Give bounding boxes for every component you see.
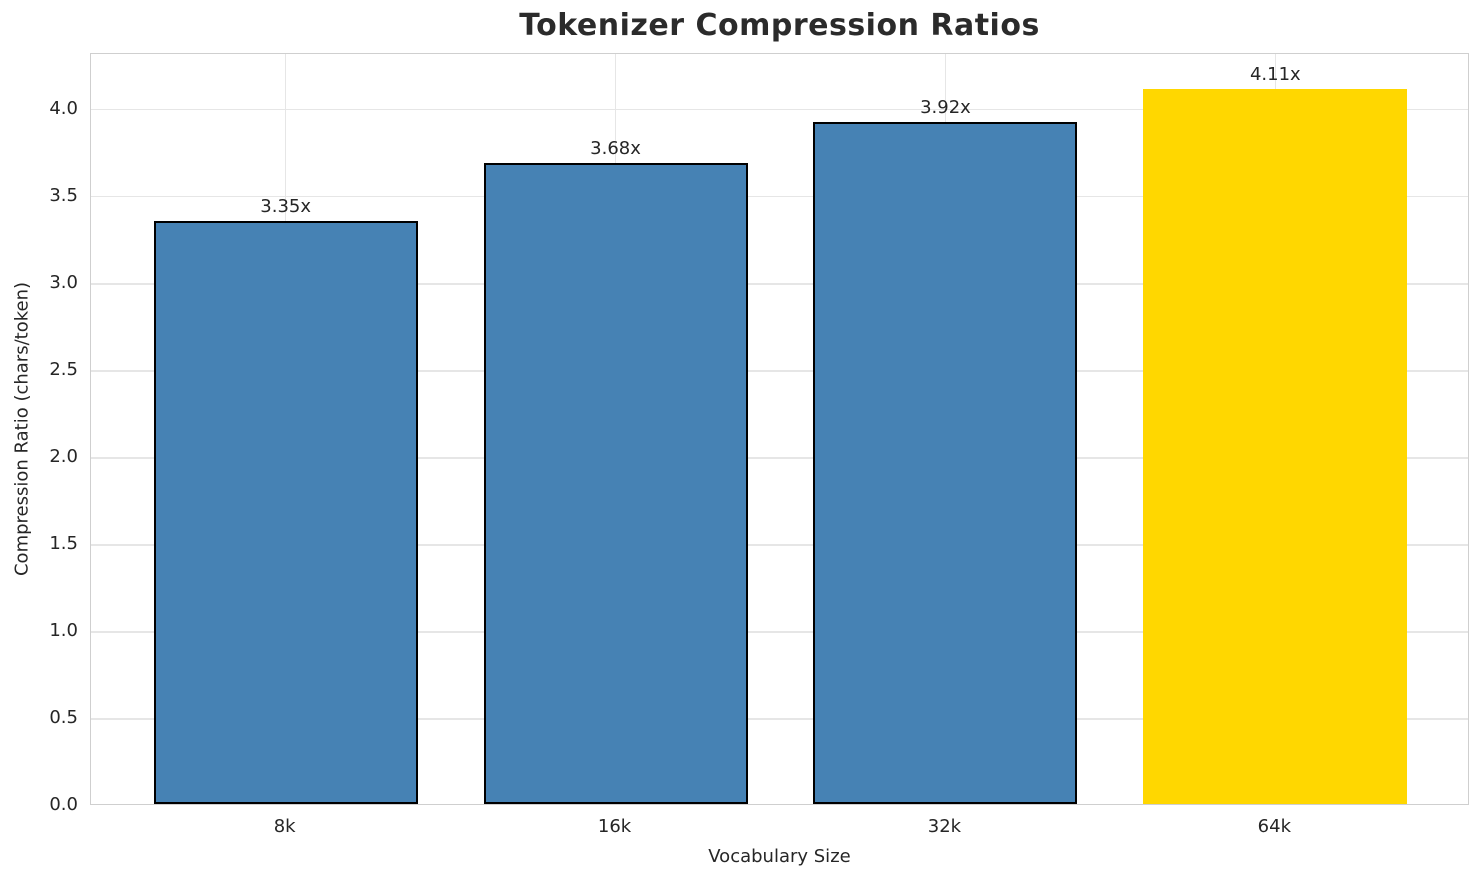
x-tick-label: 64k xyxy=(1257,816,1292,837)
y-tick-label: 2.5 xyxy=(49,358,78,380)
bar-value-label: 3.68x xyxy=(590,138,641,160)
plot-area: 3.35x 3.68x 3.92x 4.11x xyxy=(90,53,1469,805)
bar-value-label: 3.35x xyxy=(260,195,312,217)
y-tick-label: 0.0 xyxy=(49,794,78,815)
bar-32k xyxy=(813,121,1078,804)
h-gridline xyxy=(91,108,1468,111)
bar-8k xyxy=(153,220,418,804)
y-tick-label: 0.5 xyxy=(49,706,78,728)
chart-title: Tokenizer Compression Ratios xyxy=(519,8,1040,43)
y-tick-label: 2.0 xyxy=(49,445,78,467)
bar-16k xyxy=(483,163,748,804)
bar-value-label: 3.92x xyxy=(920,96,971,118)
bar-value-label: 4.11x xyxy=(1249,63,1301,85)
h-gridline xyxy=(91,370,1468,372)
x-tick-label: 8k xyxy=(273,816,296,837)
y-tick-label: 4.0 xyxy=(49,97,78,119)
h-gridline xyxy=(91,718,1468,720)
y-tick-label: 3.5 xyxy=(49,184,78,206)
x-tick-label: 16k xyxy=(597,816,632,837)
x-tick-label: 32k xyxy=(927,816,962,837)
y-tick-label: 1.5 xyxy=(49,532,78,554)
x-axis-label: Vocabulary Size xyxy=(708,846,851,867)
y-tick-label: 1.0 xyxy=(49,619,78,641)
y-tick-label: 3.0 xyxy=(49,271,78,293)
h-gridline xyxy=(91,283,1468,285)
h-gridline xyxy=(91,631,1468,633)
h-gridline xyxy=(91,457,1468,459)
h-gridline xyxy=(91,544,1468,546)
h-gridline xyxy=(91,195,1468,198)
bar-64k xyxy=(1143,88,1408,804)
